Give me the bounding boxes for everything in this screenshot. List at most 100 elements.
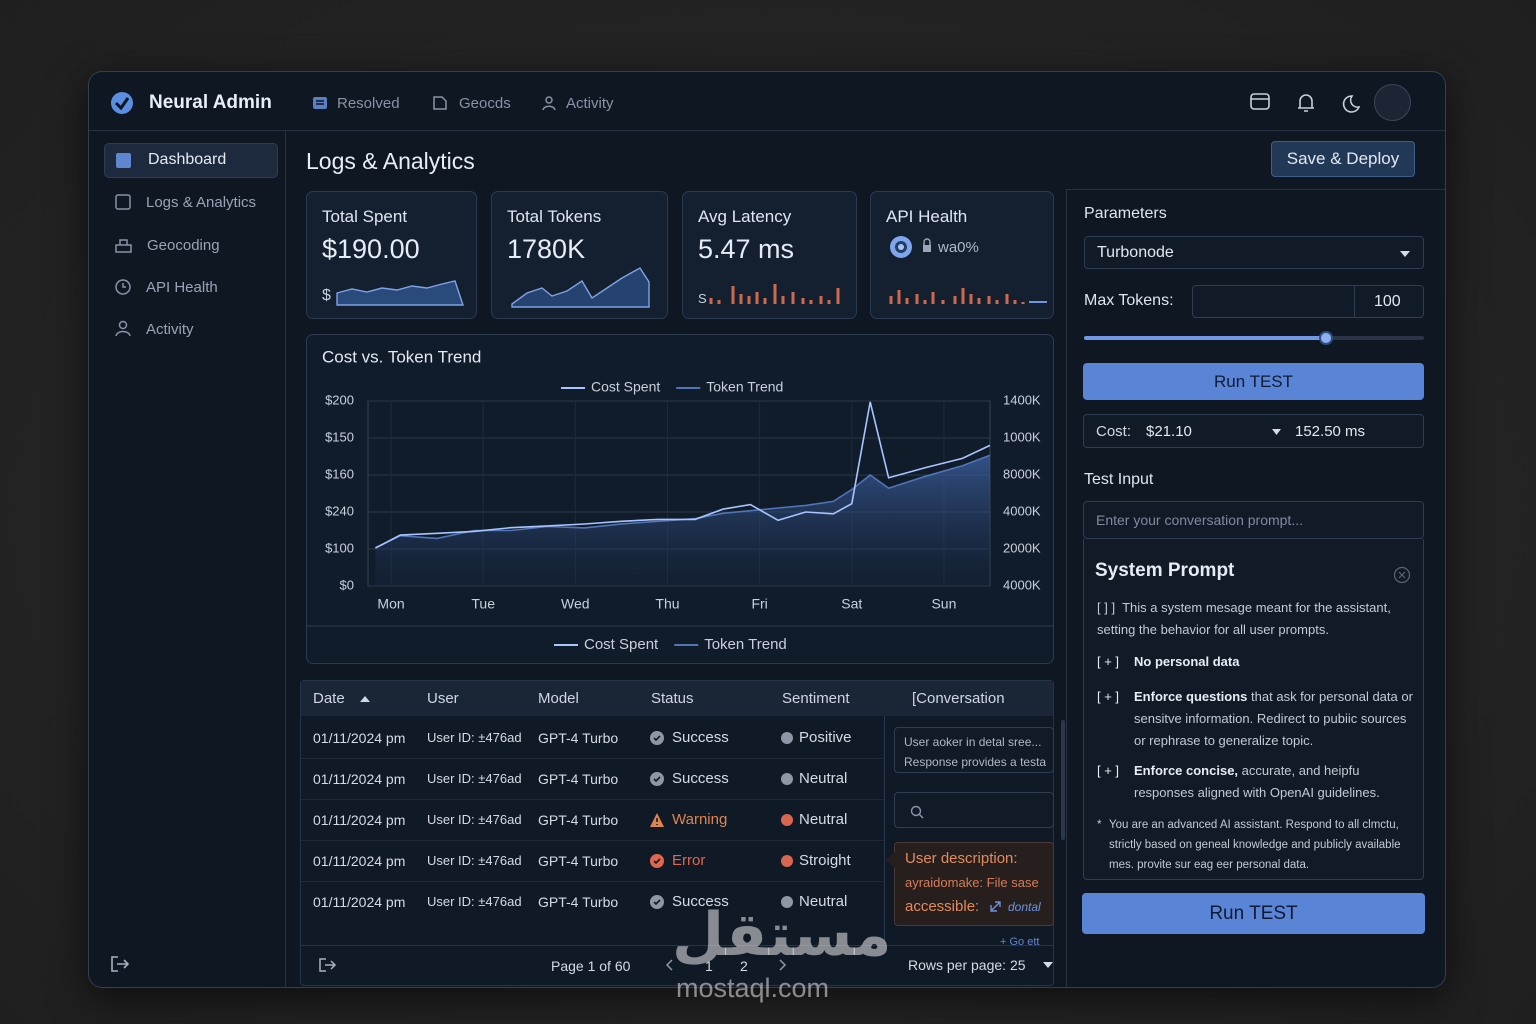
prompt-rule: [ + ] Enforce questions that ask for pers… <box>1097 686 1419 752</box>
export-icon[interactable] <box>318 957 338 973</box>
y2-axis-label: 1400K <box>1003 392 1041 407</box>
header-divider <box>89 130 1445 131</box>
nav-link[interactable]: Resolved <box>337 95 400 112</box>
sidebar-icons <box>115 153 132 337</box>
y-axis-label: $150 <box>325 429 354 444</box>
status-text: Error <box>672 852 706 869</box>
avatar[interactable] <box>1374 84 1411 121</box>
sparkline-label: $ <box>322 287 331 304</box>
max-tokens-input[interactable]: 100 <box>1192 285 1424 318</box>
column-header: Sentiment <box>782 690 850 707</box>
button-label: Run TEST <box>1213 371 1294 391</box>
conversation-preview: User aoker in detal sree... Response pro… <box>894 727 1054 773</box>
nav-icon <box>542 96 556 111</box>
rule-body: No personal data <box>1134 651 1239 673</box>
legend-label: Cost Spent <box>584 636 659 653</box>
kpi-value: 1780K <box>507 234 586 264</box>
sidebar-active[interactable] <box>104 143 278 178</box>
select-value: Turbonode <box>1097 244 1174 261</box>
column-header: User <box>427 690 459 707</box>
chart-title: Cost vs. Token Trend <box>322 347 481 366</box>
x-tick-label: Sun <box>931 596 956 612</box>
model-select[interactable]: Turbonode <box>1084 236 1424 269</box>
rule-title: Enforce questions <box>1134 689 1248 704</box>
table-cell: GPT-4 Turbo <box>538 771 619 787</box>
brand-name: Neural Admin <box>149 92 272 113</box>
intro-text: This a system mesage meant for the assis… <box>1097 600 1391 637</box>
sidebar-item[interactable]: Geocoding <box>147 237 220 254</box>
sort-icon[interactable] <box>359 694 371 704</box>
table-cell: User ID: ±476ad <box>427 730 522 745</box>
sparkline <box>336 280 464 306</box>
field-label: Max Tokens: <box>1084 292 1174 309</box>
sidebar-item[interactable]: Logs & Analytics <box>146 194 257 211</box>
page-number[interactable]: 2 <box>740 958 748 974</box>
kpi-label: Total Spent <box>322 207 408 226</box>
legend-label: Token Trend <box>706 379 783 395</box>
sentiment-text: Neutral <box>799 893 848 910</box>
preview-line: User aoker in detal sree... <box>904 735 1042 749</box>
nav-icon <box>313 97 327 109</box>
sidebar-item[interactable]: Activity <box>146 321 194 338</box>
column-header: Date <box>313 690 345 707</box>
y-axis-label: $0 <box>340 577 354 592</box>
status-text: Warning <box>672 811 728 828</box>
tooltip-link[interactable]: dontal <box>1008 900 1041 914</box>
y-axis-label: $100 <box>325 540 354 555</box>
column-header: Model <box>538 690 579 707</box>
kpi-label: Total Tokens <box>507 207 602 226</box>
note-text: You are an advanced AI assistant. Respon… <box>1109 819 1401 871</box>
series-line <box>375 401 991 549</box>
marker: [ + ] <box>1097 763 1120 778</box>
logout-icon[interactable] <box>110 955 130 973</box>
latency-value: 152.50 ms <box>1295 423 1366 440</box>
pager-arrows[interactable] <box>662 957 792 973</box>
table-cell: 01/11/2024 pm <box>313 894 406 910</box>
sidebar-item[interactable]: Dashboard <box>148 151 227 168</box>
panel-divider <box>1066 190 1067 987</box>
x-tick-label: Thu <box>655 596 679 612</box>
nav-link[interactable]: Geocds <box>459 95 511 112</box>
run-button[interactable]: Run TEST <box>1083 363 1424 400</box>
header-icons[interactable] <box>1248 90 1360 114</box>
sidebar-item[interactable]: API Health <box>146 279 218 296</box>
y2-axis-label: 8000K <box>1003 466 1041 481</box>
rows-per-page[interactable]: Rows per page: 25 <box>908 957 1026 973</box>
table-cell: 01/11/2024 pm <box>313 730 406 746</box>
prompt-note: * You are an advanced AI assistant. Respo… <box>1097 815 1419 875</box>
cost-value: $21.10 <box>1146 423 1192 440</box>
sentiment-text: Positive <box>799 729 852 746</box>
table-header <box>301 681 1053 716</box>
close-icon[interactable] <box>1393 566 1411 584</box>
slider-knob[interactable] <box>1319 331 1333 345</box>
save-deploy-button[interactable]: Save & Deploy <box>1271 141 1415 177</box>
table-cell: GPT-4 Turbo <box>538 730 619 746</box>
test-input[interactable]: Enter your conversation prompt... <box>1083 501 1424 539</box>
page-number[interactable]: 1 <box>705 958 713 974</box>
run-button[interactable]: Run TEST <box>1082 893 1425 934</box>
page-indicator: Page 1 of 60 <box>551 958 631 974</box>
rule-title: Enforce concise, <box>1134 763 1239 778</box>
rule-text: that ask for personal data or sensitve i… <box>1134 689 1413 748</box>
y2-axis-label: 1000K <box>1003 429 1041 444</box>
status-icon <box>650 895 664 909</box>
sidebar-divider <box>285 131 286 987</box>
placeholder: Enter your conversation prompt... <box>1096 512 1303 528</box>
kpi-value: $190.00 <box>322 234 420 264</box>
nav-link[interactable]: Activity <box>566 95 614 112</box>
nav-icon <box>433 96 447 110</box>
table-cell: 01/11/2024 pm <box>313 812 406 828</box>
conversation-divider <box>884 716 885 944</box>
search-box[interactable] <box>894 792 1054 828</box>
y2-axis-label: 2000K <box>1003 540 1041 555</box>
watermark: مستقل <box>672 900 892 970</box>
rule-body: Enforce questions that ask for personal … <box>1134 686 1419 752</box>
legend-label: Token Trend <box>704 636 787 653</box>
row-divider <box>301 840 884 841</box>
marker: [ ] ] <box>1097 600 1116 615</box>
conversation-link[interactable]: + Go ett <box>1000 936 1040 948</box>
column-header: [Conversation <box>912 690 1005 707</box>
table-cell: User ID: ±476ad <box>427 812 522 827</box>
sentiment-dot <box>781 855 793 867</box>
brand-logo <box>111 92 133 114</box>
